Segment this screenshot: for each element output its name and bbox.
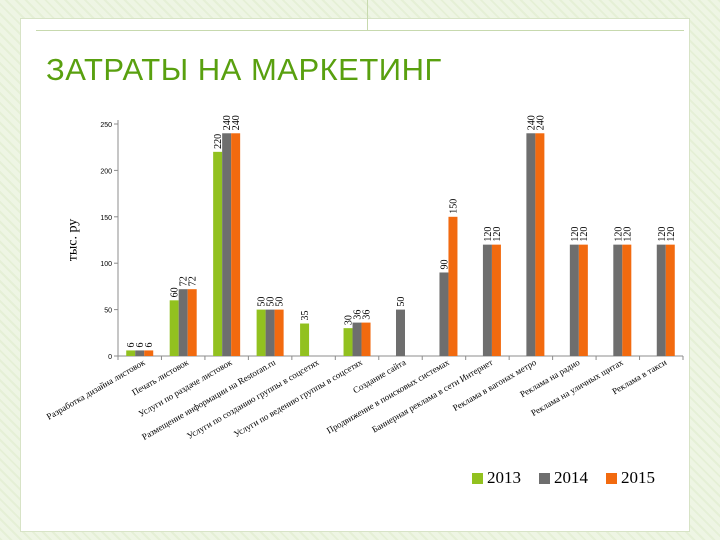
bar-2015 <box>491 244 501 356</box>
data-label-2014: 50 <box>396 297 407 307</box>
data-label-2015: 240 <box>535 115 546 130</box>
page-title: ЗАТРАТЫ НА МАРКЕТИНГ <box>46 52 442 87</box>
bar-2015 <box>578 244 588 356</box>
bar-2014 <box>396 309 405 356</box>
legend-item-2014: 2014 <box>539 468 588 488</box>
data-label-2015: 120 <box>666 227 677 242</box>
legend-swatch-2014 <box>539 472 550 484</box>
data-label-2014: 120 <box>570 227 581 242</box>
bar-2014 <box>656 244 666 356</box>
bar-2014 <box>482 244 492 356</box>
legend-swatch-2013 <box>472 472 483 484</box>
y-tick-label: 200 <box>100 168 112 175</box>
bar-2014 <box>178 289 188 356</box>
data-label-2015: 150 <box>448 199 459 214</box>
legend-label-2013: 2013 <box>487 468 521 487</box>
data-label-2015: 240 <box>231 115 242 130</box>
data-label-2013: 60 <box>170 287 181 297</box>
y-tick-label: 100 <box>100 261 112 268</box>
data-label-2014: 36 <box>353 310 364 320</box>
data-label-2015: 50 <box>275 297 286 307</box>
chart-legend: 2013 2014 2015 <box>472 468 655 488</box>
title-divider <box>36 30 684 31</box>
bar-2014 <box>352 322 362 356</box>
title-divider-vertical <box>367 0 368 30</box>
category-label: Реклама в вагонах метро <box>451 357 538 413</box>
bar-2015 <box>535 133 545 356</box>
bar-2013 <box>343 328 353 356</box>
data-label-2014: 50 <box>266 297 277 307</box>
data-label-2014: 90 <box>439 259 450 269</box>
data-label-2015: 120 <box>492 227 503 242</box>
bar-2014 <box>569 244 579 356</box>
bar-2015 <box>622 244 632 356</box>
data-label-2015: 72 <box>188 276 199 286</box>
data-label-2013: 30 <box>344 315 355 325</box>
bar-2014 <box>526 133 536 356</box>
bar-2015 <box>448 216 458 356</box>
bar-2014 <box>265 309 275 356</box>
data-label-2014: 72 <box>179 276 190 286</box>
bar-2013 <box>126 350 136 356</box>
data-label-2013: 50 <box>257 297 268 307</box>
bar-2015 <box>361 322 371 356</box>
y-tick-label: 250 <box>100 122 112 129</box>
bar-2013 <box>300 323 310 356</box>
y-axis-label: тыс. ру <box>65 218 81 262</box>
bar-2015 <box>274 309 284 356</box>
bar-2015 <box>144 350 154 356</box>
data-label-2015: 120 <box>579 227 590 242</box>
y-tick-label: 50 <box>104 308 112 315</box>
data-label-2015: 6 <box>144 342 155 347</box>
legend-item-2013: 2013 <box>472 468 521 488</box>
bar-2013 <box>256 309 266 356</box>
data-label-2015: 120 <box>622 227 633 242</box>
legend-item-2015: 2015 <box>606 468 655 488</box>
bar-2014 <box>222 133 232 356</box>
bar-2014 <box>439 272 449 356</box>
y-tick-label: 150 <box>100 215 112 222</box>
legend-swatch-2015 <box>606 472 617 484</box>
legend-label-2015: 2015 <box>621 468 655 487</box>
data-label-2014: 240 <box>526 115 537 130</box>
bar-2015 <box>187 289 197 356</box>
bar-2015 <box>231 133 241 356</box>
bar-2013 <box>213 151 223 356</box>
data-label-2014: 120 <box>613 227 624 242</box>
y-tick-label: 0 <box>108 354 112 361</box>
bar-2013 <box>169 300 179 356</box>
data-label-2013: 35 <box>300 311 311 321</box>
data-label-2014: 120 <box>483 227 494 242</box>
data-label-2014: 6 <box>135 342 146 347</box>
data-label-2015: 36 <box>362 310 373 320</box>
data-label-2013: 6 <box>126 342 137 347</box>
data-label-2014: 240 <box>222 115 233 130</box>
bar-2015 <box>665 244 675 356</box>
bar-2014 <box>613 244 623 356</box>
bar-2014 <box>135 350 145 356</box>
data-label-2013: 220 <box>213 134 224 149</box>
legend-label-2014: 2014 <box>554 468 588 487</box>
data-label-2014: 120 <box>657 227 668 242</box>
